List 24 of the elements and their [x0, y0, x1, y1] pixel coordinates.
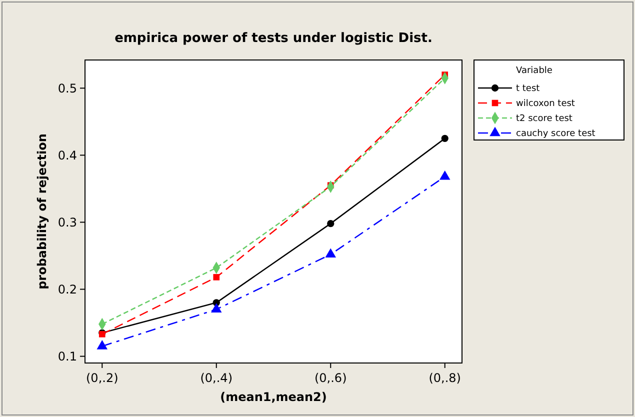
- y-tick-label: 0.3: [58, 215, 77, 230]
- point: [325, 248, 336, 258]
- legend-label: wilcoxon test: [516, 99, 576, 110]
- x-tick-label: (0,.4): [200, 371, 233, 385]
- y-axis-title: probability of rejection: [35, 134, 49, 290]
- y-tick-label: 0.2: [58, 282, 77, 296]
- point: [211, 303, 222, 312]
- point: [327, 220, 334, 228]
- point: [96, 340, 108, 350]
- x-axis-title: (mean1,mean2): [220, 390, 327, 404]
- y-tick-label: 0.4: [58, 148, 77, 162]
- legend-label: t test: [516, 84, 540, 94]
- x-tick-label: (0,.6): [314, 371, 347, 385]
- y-tick-label: 0.5: [58, 81, 77, 96]
- point: [213, 274, 220, 280]
- legend-title: Variable: [516, 66, 553, 76]
- legend-label: cauchy score test: [516, 129, 596, 140]
- point: [439, 170, 450, 180]
- x-tick-label: (0,.2): [86, 371, 118, 385]
- y-tick-label: 0.1: [58, 349, 77, 364]
- x-tick-label: (0,.8): [428, 371, 461, 385]
- chart-title: empirica power of tests under logistic Dist.: [114, 31, 432, 46]
- legend-label: t2 score test: [516, 114, 573, 124]
- point: [441, 134, 448, 142]
